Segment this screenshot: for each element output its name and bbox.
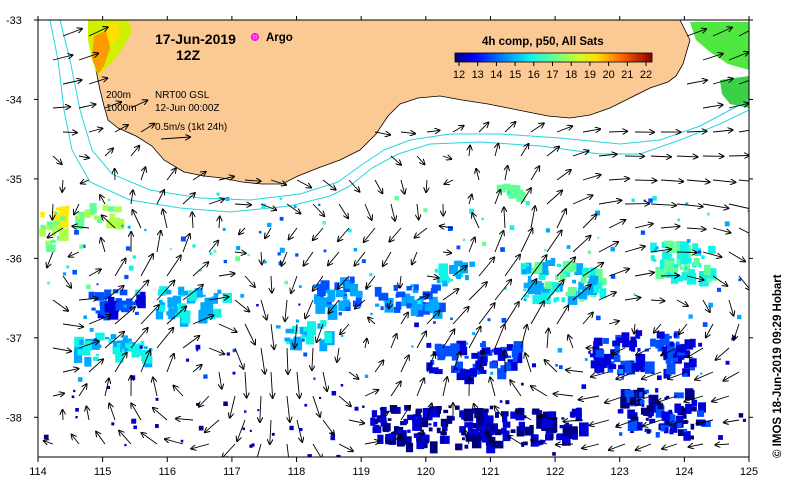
- argo-marker: [251, 32, 260, 41]
- colorbar-tick-label: 20: [602, 69, 614, 81]
- current-vectors: [44, 26, 749, 457]
- depth-200-label: 200m: [106, 90, 131, 101]
- y-tick-label: -36: [6, 253, 22, 265]
- depth-1000-label: 1000m: [106, 103, 137, 114]
- x-tick-label: 116: [158, 466, 176, 478]
- colorbar-tick-label: 12: [453, 69, 465, 81]
- valid-time-label: 12-Jun 00:00Z: [155, 103, 220, 114]
- credit-text: © IMOS 18-Jun-2019 09:29 Hobart: [772, 274, 784, 458]
- x-tick-label: 119: [352, 466, 370, 478]
- depth-contour-1000m: [59, 20, 749, 201]
- colorbar-tick-label: 14: [490, 69, 502, 81]
- x-tick-label: 121: [481, 466, 499, 478]
- x-tick-label: 122: [546, 466, 564, 478]
- y-tick-label: -37: [6, 333, 22, 345]
- x-tick-label: 120: [417, 466, 435, 478]
- x-axis: 114 115 116 117 118 119 120 121 122 123 124 125: [29, 16, 758, 478]
- y-axis: -33 -34 -35 -36 -37 -38: [6, 15, 753, 424]
- colorbar-title: 4h comp, p50, All Sats: [482, 36, 604, 48]
- x-tick-label: 117: [223, 466, 241, 478]
- x-tick-label: 125: [740, 466, 758, 478]
- colorbar-tick-label: 21: [621, 69, 633, 81]
- scale-label: 0.5m/s (1kt 24h): [155, 122, 227, 133]
- depth-contour-200m: [49, 20, 749, 213]
- colorbar-tick-label: 17: [546, 69, 558, 81]
- x-tick-label: 123: [611, 466, 629, 478]
- colorbar: [454, 52, 653, 63]
- argo-label: Argo: [266, 32, 293, 44]
- colorbar-tick-label: 22: [640, 69, 652, 81]
- x-tick-label: 124: [675, 466, 693, 478]
- x-tick-label: 118: [288, 466, 306, 478]
- coastal-sst-east2: [720, 76, 749, 108]
- colorbar-ticks: 12 13 14 15 16 17 18 19 20 21 22: [453, 62, 652, 81]
- y-tick-label: -35: [6, 174, 22, 186]
- coastal-sst-west-warm: [92, 30, 110, 74]
- x-tick-label: 114: [29, 466, 47, 478]
- hour-label: 12Z: [176, 47, 201, 63]
- sst-patches: [39, 183, 746, 457]
- y-tick-label: -33: [6, 15, 22, 27]
- y-tick-label: -34: [6, 94, 22, 106]
- scale-arrow: [160, 137, 190, 139]
- plot-frame: [37, 19, 750, 458]
- colorbar-tick-label: 13: [472, 69, 484, 81]
- date-label: 17-Jun-2019: [155, 31, 236, 47]
- x-tick-label: 115: [94, 466, 112, 478]
- y-tick-label: -38: [6, 412, 22, 424]
- source-label: NRT00 GSL: [155, 90, 210, 101]
- colorbar-tick-label: 15: [509, 69, 521, 81]
- colorbar-tick-label: 16: [528, 69, 540, 81]
- colorbar-tick-label: 19: [584, 69, 596, 81]
- colorbar-tick-label: 18: [565, 69, 577, 81]
